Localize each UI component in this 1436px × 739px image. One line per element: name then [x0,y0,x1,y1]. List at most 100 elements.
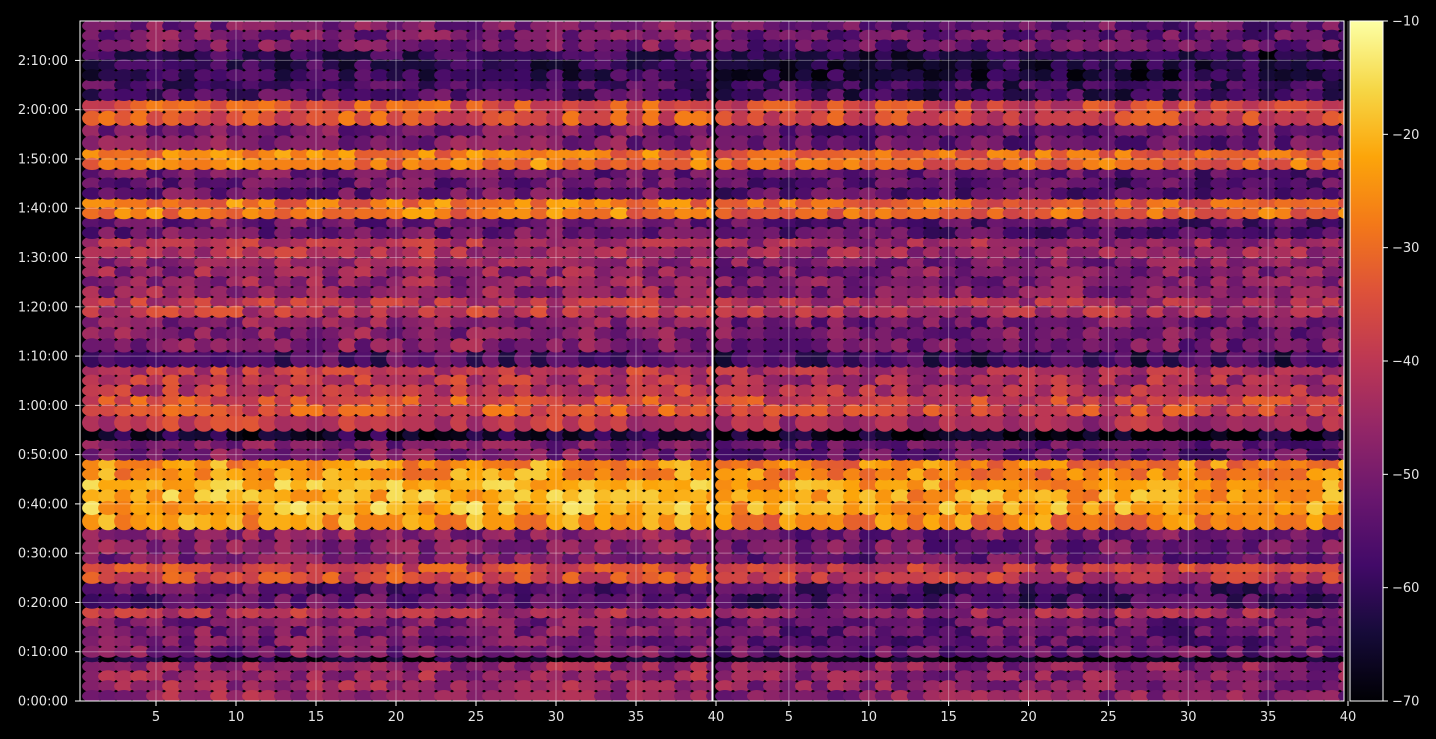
heatmap-cell [1306,338,1326,353]
heatmap-cell [498,364,518,377]
heatmap-cell [1210,305,1231,318]
heatmap-cell [210,552,230,565]
heatmap-cell [162,477,182,493]
heatmap-cell [258,413,278,432]
heatmap-cell [562,207,582,220]
heatmap-cell [274,606,294,619]
heatmap-cell [642,527,662,543]
heatmap-cell [906,680,927,693]
heatmap-cell [114,246,134,259]
heatmap-cell [1258,593,1278,609]
heatmap-cell [1178,552,1199,565]
heatmap-cell [482,147,502,161]
heatmap-cell [258,21,278,32]
heatmap-cell [146,79,166,92]
heatmap-cell [98,561,118,575]
heatmap-cell [1050,625,1071,639]
heatmap-cell [922,625,943,639]
heatmap-cell [795,680,815,693]
heatmap-cell [747,438,767,451]
heatmap-cell [1258,177,1278,190]
heatmap-cell [530,539,550,555]
heatmap-cell [98,39,118,52]
heatmap-cell [242,593,262,609]
heatmap-cell [434,690,454,701]
heatmap-cell [82,489,102,504]
heatmap-cell [450,226,470,239]
heatmap-cell [874,477,895,493]
heatmap-cell [826,226,847,239]
heatmap-cell [763,364,783,377]
heatmap-cell [450,690,470,701]
heatmap-cell [1034,305,1055,318]
heatmap-cell [1322,147,1342,161]
heatmap-cell [82,635,102,649]
heatmap-cell [890,489,911,504]
heatmap-cell [82,29,102,42]
heatmap-cell [642,110,662,126]
heatmap-cell [1210,606,1231,619]
heatmap-cell [402,197,422,210]
heatmap-cell [386,404,406,417]
heatmap-cell [715,428,735,441]
heatmap-cell [763,404,783,417]
heatmap-cell [610,384,630,397]
heatmap-cell [1034,500,1055,516]
heatmap-cell [578,656,598,663]
heatmap-cell [1178,326,1199,341]
heatmap-cell [178,295,198,308]
heatmap-cell [1210,561,1231,575]
heatmap-cell [1210,216,1231,230]
heatmap-cell [386,364,406,377]
heatmap-cell [706,478,712,492]
heatmap-cell [1034,561,1055,575]
heatmap-cell [1210,226,1231,239]
heatmap-cell [354,21,374,32]
heatmap-cell [514,625,534,639]
heatmap-cell [402,123,422,139]
heatmap-cell [82,79,102,92]
heatmap-cell [626,552,646,565]
heatmap-cell [386,428,406,441]
heatmap-cell [1034,458,1055,471]
heatmap-cell [747,645,767,658]
heatmap-cell [763,123,783,139]
heatmap-cell [130,670,150,683]
heatmap-cell [242,527,262,543]
heatmap-cell [466,593,486,609]
heatmap-cell [418,394,438,407]
heatmap-cell [842,49,863,62]
heatmap-cell [386,448,406,461]
heatmap-cell [747,581,767,597]
heatmap-cell [594,123,614,139]
heatmap-cell [890,690,911,701]
heatmap-cell [1210,276,1231,289]
heatmap-cell [642,338,662,353]
heatmap-cell [242,147,262,161]
heatmap-cell [434,207,454,220]
heatmap-cell [1322,326,1342,341]
heatmap-cell [98,670,118,683]
heatmap-cell [514,394,534,407]
heatmap-cell [1258,79,1278,92]
heatmap-cell [130,216,150,230]
heatmap-cell [1210,635,1231,649]
heatmap-cell [338,593,358,609]
heatmap-cell [1002,349,1023,368]
heatmap-cell [386,98,406,114]
heatmap-cell [642,276,662,289]
heatmap-cell [715,606,735,619]
heatmap-cell [402,458,422,471]
heatmap-cell [674,49,694,62]
heatmap-cell [890,616,911,629]
heatmap-cell [338,157,358,170]
heatmap-cell [386,167,406,180]
heatmap-cell [674,276,694,289]
heatmap-cell [658,338,678,353]
heatmap-cell [795,305,815,318]
heatmap-cell [514,226,534,239]
heatmap-cell [706,552,712,564]
heatmap-cell [922,349,943,368]
heatmap-cell [858,285,879,299]
heatmap-cell [258,428,278,441]
